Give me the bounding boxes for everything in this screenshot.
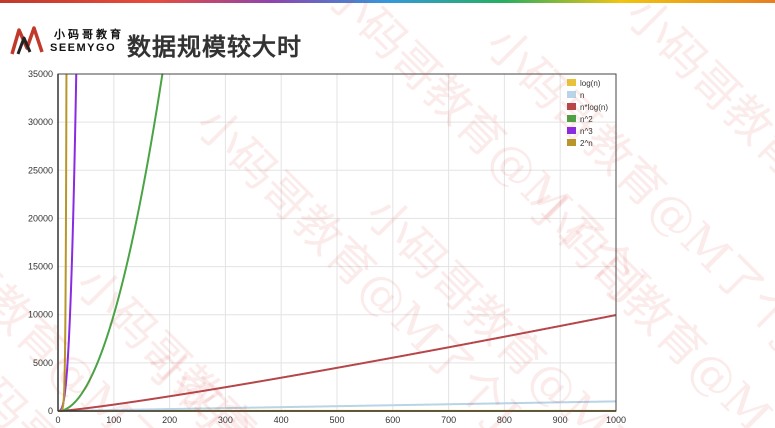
legend-label: n*log(n) — [580, 103, 608, 112]
logo-chinese-text: 小码哥教育 — [54, 29, 124, 41]
page-title: 数据规模较大时 — [127, 33, 302, 61]
legend-label: 2^n — [580, 139, 593, 148]
x-tick-label: 700 — [441, 415, 456, 425]
chart-grid — [57, 73, 617, 412]
x-tick-label: 900 — [553, 415, 568, 425]
legend-swatch — [567, 79, 576, 86]
legend-swatch — [567, 127, 576, 134]
y-tick-label: 0 — [48, 406, 53, 416]
chart-ticks: 0 100 200 300 400 500 600 700 800 900 100005000100… — [28, 69, 626, 425]
x-tick-label: 400 — [274, 415, 289, 425]
x-tick-label: 500 — [329, 415, 344, 425]
x-tick-label: 200 — [162, 415, 177, 425]
x-tick-label: 100 — [106, 415, 121, 425]
legend-label: n^3 — [580, 127, 593, 136]
legend-swatch — [567, 139, 576, 146]
y-tick-label: 35000 — [28, 69, 53, 79]
legend-label: n^2 — [580, 115, 593, 124]
top-color-bar — [0, 0, 775, 3]
legend-swatch — [567, 103, 576, 110]
y-tick-label: 25000 — [28, 165, 53, 175]
x-tick-label: 600 — [385, 415, 400, 425]
logo-mark-icon — [10, 26, 44, 55]
y-tick-label: 15000 — [28, 262, 53, 272]
logo: 小码哥教育 SEEMYGO — [10, 24, 130, 60]
logo-english-text: SEEMYGO — [50, 42, 117, 54]
x-tick-label: 800 — [497, 415, 512, 425]
y-tick-label: 30000 — [28, 117, 53, 127]
legend-label: log(n) — [580, 79, 601, 88]
y-tick-label: 10000 — [28, 310, 53, 320]
y-tick-label: 5000 — [33, 358, 53, 368]
legend-swatch — [567, 115, 576, 122]
x-tick-label: 300 — [218, 415, 233, 425]
x-tick-label: 1000 — [606, 415, 626, 425]
chart-legend: log(n) n n*log(n) n^2 n^3 2^n — [567, 79, 608, 148]
y-tick-label: 20000 — [28, 213, 53, 223]
series-line-n — [57, 400, 617, 412]
series-line-nlogn — [57, 314, 617, 412]
legend-swatch — [567, 91, 576, 98]
legend-label: n — [580, 91, 584, 100]
series-line-n2 — [57, 73, 164, 412]
chart-axes — [57, 73, 617, 412]
x-tick-label: 0 — [55, 415, 60, 425]
